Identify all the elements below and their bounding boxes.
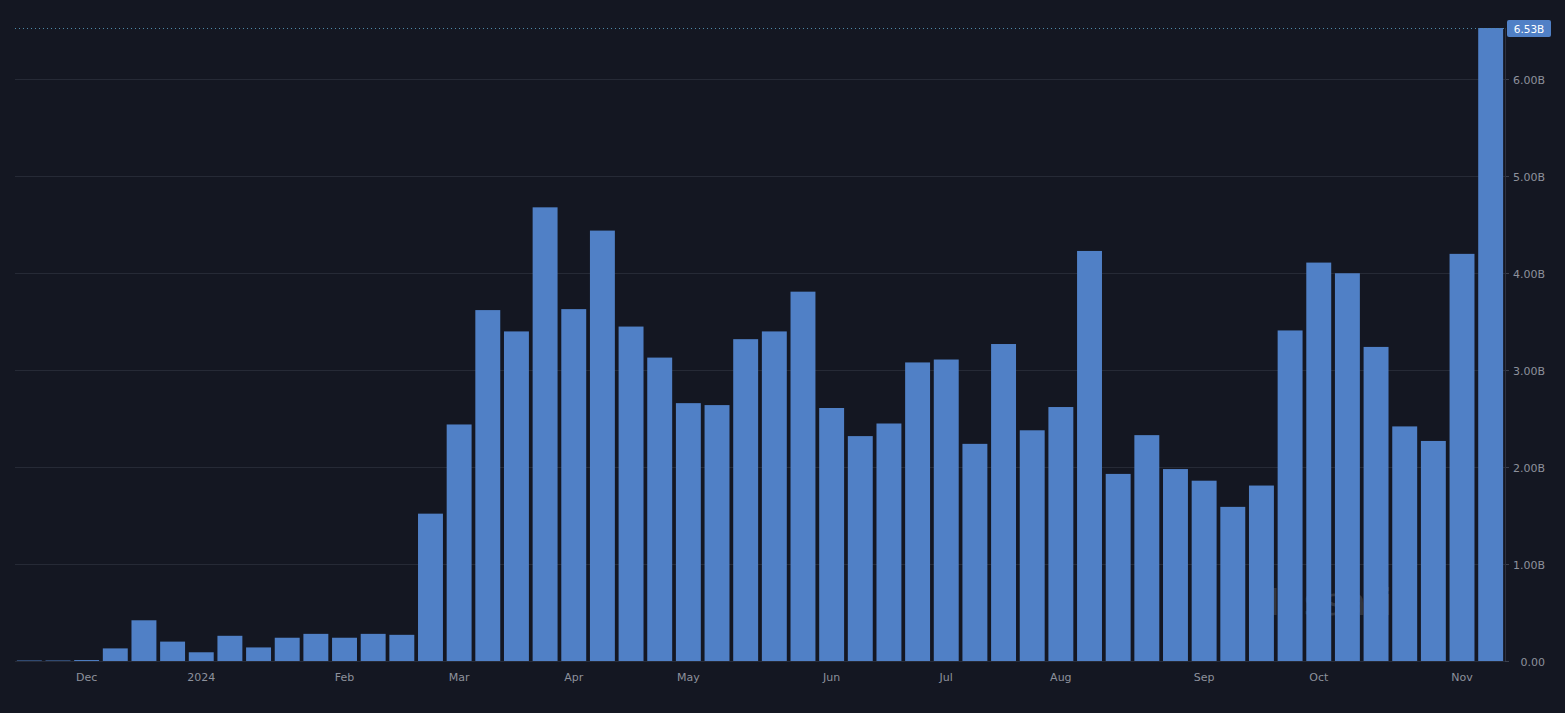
bar	[504, 331, 529, 661]
y-tick-label: 1.00B	[1513, 559, 1545, 572]
bar	[1220, 507, 1245, 661]
bar	[74, 660, 99, 661]
bar	[619, 327, 644, 661]
bar	[1335, 273, 1360, 661]
x-tick-label: Jul	[939, 671, 953, 684]
x-tick-label: Jun	[822, 671, 840, 684]
bar	[1478, 28, 1503, 661]
bar	[1163, 469, 1188, 661]
bar	[1134, 435, 1159, 661]
bar	[647, 358, 672, 661]
bar	[332, 638, 357, 661]
background	[0, 0, 1565, 713]
tick-mark	[1505, 661, 1509, 662]
grid-line	[15, 273, 1505, 274]
bar	[1249, 486, 1274, 661]
x-tick-label: Oct	[1309, 671, 1329, 684]
y-tick-label: 3.00B	[1513, 365, 1545, 378]
bar	[131, 620, 156, 661]
bar	[303, 634, 328, 661]
bar	[962, 444, 987, 661]
chart: 0.001.00B2.00B3.00B4.00B5.00B6.00BMessar…	[0, 0, 1565, 713]
bar	[1392, 426, 1417, 661]
bar	[17, 660, 42, 661]
bar	[418, 514, 443, 661]
bar	[1306, 263, 1331, 661]
bar	[475, 310, 500, 661]
bars	[17, 28, 1503, 661]
x-tick-label: Mar	[449, 671, 470, 684]
x-tick-label: Aug	[1050, 671, 1071, 684]
bar	[991, 344, 1016, 661]
bar	[533, 207, 558, 661]
bar	[1048, 407, 1073, 661]
bar	[733, 339, 758, 661]
bar	[160, 642, 185, 661]
bar	[590, 231, 615, 661]
bar	[1192, 481, 1217, 661]
grid-line	[15, 79, 1505, 80]
bar	[1364, 347, 1389, 661]
bar	[1020, 430, 1045, 661]
bar	[1421, 441, 1446, 661]
x-tick-label: Nov	[1451, 671, 1473, 684]
bar	[819, 408, 844, 661]
y-tick-label: 4.00B	[1513, 268, 1545, 281]
bar	[1106, 474, 1131, 661]
value-line	[15, 28, 1507, 29]
x-tick-label: 2024	[187, 671, 215, 684]
bar	[1450, 254, 1475, 661]
grid-line	[15, 661, 1505, 662]
bar	[46, 660, 71, 661]
bar	[791, 292, 816, 661]
bar	[676, 403, 701, 661]
y-axis-line	[1505, 28, 1506, 661]
bar	[905, 362, 930, 661]
bar	[561, 309, 586, 661]
bar	[762, 331, 787, 661]
y-tick-label: 5.00B	[1513, 171, 1545, 184]
x-tick-label: Apr	[564, 671, 584, 684]
bar	[447, 424, 472, 661]
bar	[848, 436, 873, 661]
bar	[389, 635, 414, 661]
y-tick-label: 6.00B	[1513, 74, 1545, 87]
y-tick-label: 0.00	[1521, 656, 1546, 669]
x-tick-label: May	[677, 671, 700, 684]
x-tick-label: Sep	[1194, 671, 1215, 684]
bar	[934, 360, 959, 661]
bar	[246, 647, 271, 661]
bar	[275, 638, 300, 661]
y-tick-label: 2.00B	[1513, 462, 1545, 475]
value-badge	[1507, 20, 1551, 37]
bar	[1077, 251, 1102, 661]
x-tick-label: Dec	[76, 671, 97, 684]
grid-line	[15, 176, 1505, 177]
bar	[217, 636, 242, 661]
bar	[103, 648, 128, 661]
bar	[361, 634, 386, 661]
bar	[189, 652, 214, 661]
bar	[1278, 330, 1303, 661]
bar	[705, 405, 730, 661]
value-label: 6.53B	[1514, 23, 1545, 35]
bar	[876, 424, 901, 661]
x-tick-label: Feb	[335, 671, 354, 684]
